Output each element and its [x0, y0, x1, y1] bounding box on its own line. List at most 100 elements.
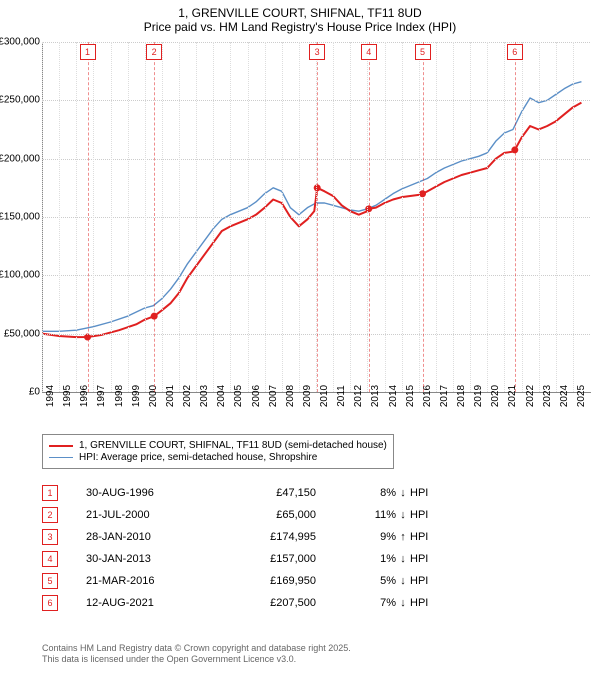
x-axis-label: 2022	[525, 385, 536, 407]
gridline-vertical	[333, 42, 334, 392]
sale-row: 430-JAN-2013£157,0001%↓HPI	[42, 548, 440, 570]
sale-row: 221-JUL-2000£65,00011%↓HPI	[42, 504, 440, 526]
x-axis-label: 1998	[114, 385, 125, 407]
sale-number-box: 1	[42, 485, 58, 501]
y-axis-label: £150,000	[0, 212, 40, 223]
chart-container: 1, GRENVILLE COURT, SHIFNAL, TF11 8UD Pr…	[0, 0, 600, 680]
x-axis-label: 2005	[233, 385, 244, 407]
gridline-vertical	[230, 42, 231, 392]
x-axis-label: 2007	[268, 385, 279, 407]
x-axis-label: 2003	[199, 385, 210, 407]
sale-date: 21-MAR-2016	[86, 575, 216, 587]
sale-date: 30-JAN-2013	[86, 553, 216, 565]
title-subtitle: Price paid vs. HM Land Registry's House …	[0, 20, 600, 34]
legend: 1, GRENVILLE COURT, SHIFNAL, TF11 8UD (s…	[42, 434, 394, 469]
sale-hpi-label: HPI	[410, 509, 440, 521]
sale-price: £47,150	[216, 487, 356, 499]
sale-hpi-label: HPI	[410, 531, 440, 543]
y-axis-label: £250,000	[0, 95, 40, 106]
gridline-vertical	[573, 42, 574, 392]
sale-marker-line	[515, 42, 516, 392]
footer-attribution: Contains HM Land Registry data © Crown c…	[42, 643, 351, 666]
sale-percent: 11%	[356, 509, 396, 521]
sale-marker-box: 3	[309, 44, 325, 60]
sale-marker-line	[88, 42, 89, 392]
gridline-vertical	[436, 42, 437, 392]
sale-arrow-icon: ↓	[396, 597, 410, 609]
sale-number-box: 3	[42, 529, 58, 545]
x-axis-label: 2001	[165, 385, 176, 407]
series-hpi	[42, 82, 581, 332]
sale-arrow-icon: ↓	[396, 487, 410, 499]
x-axis-label: 1994	[45, 385, 56, 407]
sale-number-box: 4	[42, 551, 58, 567]
sale-marker-box: 5	[415, 44, 431, 60]
x-axis-label: 2025	[576, 385, 587, 407]
gridline-vertical	[522, 42, 523, 392]
sale-marker-box: 6	[507, 44, 523, 60]
title-address: 1, GRENVILLE COURT, SHIFNAL, TF11 8UD	[0, 6, 600, 20]
gridline-vertical	[76, 42, 77, 392]
sale-arrow-icon: ↓	[396, 553, 410, 565]
sale-marker-box: 1	[80, 44, 96, 60]
gridline-vertical	[350, 42, 351, 392]
sale-marker-line	[317, 42, 318, 392]
y-axis-label: £0	[29, 387, 40, 398]
sale-marker-line	[423, 42, 424, 392]
x-axis-label: 2013	[370, 385, 381, 407]
x-axis-label: 2020	[490, 385, 501, 407]
sale-marker-line	[369, 42, 370, 392]
y-axis-label: £100,000	[0, 270, 40, 281]
x-axis-label: 1997	[96, 385, 107, 407]
sale-number-box: 5	[42, 573, 58, 589]
x-axis-label: 2012	[353, 385, 364, 407]
x-axis-label: 2023	[542, 385, 553, 407]
sale-arrow-icon: ↓	[396, 509, 410, 521]
gridline-vertical	[59, 42, 60, 392]
gridline-vertical	[162, 42, 163, 392]
gridline-vertical	[539, 42, 540, 392]
x-axis-label: 2021	[507, 385, 518, 407]
sale-percent: 9%	[356, 531, 396, 543]
legend-swatch	[49, 445, 73, 447]
gridline-vertical	[111, 42, 112, 392]
sale-date: 12-AUG-2021	[86, 597, 216, 609]
y-axis-label: £300,000	[0, 37, 40, 48]
sale-hpi-label: HPI	[410, 575, 440, 587]
sale-price: £157,000	[216, 553, 356, 565]
series-price_paid	[42, 103, 581, 337]
x-axis-label: 1996	[79, 385, 90, 407]
footer-line2: This data is licensed under the Open Gov…	[42, 654, 351, 666]
sale-price: £207,500	[216, 597, 356, 609]
x-axis-label: 1999	[131, 385, 142, 407]
sale-date: 30-AUG-1996	[86, 487, 216, 499]
gridline-vertical	[248, 42, 249, 392]
legend-row: 1, GRENVILLE COURT, SHIFNAL, TF11 8UD (s…	[49, 440, 387, 451]
sale-arrow-icon: ↑	[396, 531, 410, 543]
x-axis-label: 2009	[302, 385, 313, 407]
sale-row: 521-MAR-2016£169,9505%↓HPI	[42, 570, 440, 592]
gridline-vertical	[453, 42, 454, 392]
gridline-vertical	[504, 42, 505, 392]
legend-label: 1, GRENVILLE COURT, SHIFNAL, TF11 8UD (s…	[79, 440, 387, 451]
sale-marker-box: 4	[361, 44, 377, 60]
gridline-vertical	[213, 42, 214, 392]
sale-date: 28-JAN-2010	[86, 531, 216, 543]
gridline-vertical	[196, 42, 197, 392]
sale-row: 328-JAN-2010£174,9959%↑HPI	[42, 526, 440, 548]
sale-percent: 8%	[356, 487, 396, 499]
x-axis-label: 2015	[405, 385, 416, 407]
gridline-vertical	[470, 42, 471, 392]
x-axis-label: 2018	[456, 385, 467, 407]
x-axis-label: 2019	[473, 385, 484, 407]
x-axis-label: 2024	[559, 385, 570, 407]
sale-date: 21-JUL-2000	[86, 509, 216, 521]
gridline-vertical	[265, 42, 266, 392]
sale-row: 130-AUG-1996£47,1508%↓HPI	[42, 482, 440, 504]
gridline-vertical	[282, 42, 283, 392]
gridline-vertical	[93, 42, 94, 392]
sale-number-box: 6	[42, 595, 58, 611]
sale-percent: 1%	[356, 553, 396, 565]
x-axis-label: 2004	[216, 385, 227, 407]
y-axis-label: £200,000	[0, 153, 40, 164]
